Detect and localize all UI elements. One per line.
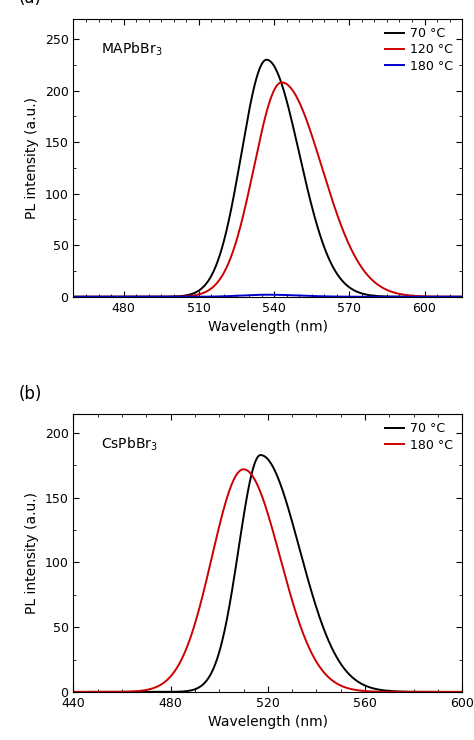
70 °C (138, 687, 144, 696)
Line: 120 °C: 120 °C (73, 82, 462, 297)
120 °C (138, 292, 144, 301)
70 °C (452, 292, 457, 301)
180 °C (219, 292, 225, 300)
180 °C (410, 687, 416, 696)
Legend: 70 °C, 120 °C, 180 °C: 70 °C, 120 °C, 180 °C (383, 24, 456, 75)
Line: 70 °C: 70 °C (73, 455, 462, 692)
70 °C (264, 56, 269, 64)
70 °C (115, 687, 121, 696)
Text: MAPbBr$_3$: MAPbBr$_3$ (100, 41, 162, 58)
70 °C (258, 451, 264, 460)
Legend: 70 °C, 180 °C: 70 °C, 180 °C (383, 420, 456, 454)
180 °C (138, 292, 144, 301)
120 °C (279, 78, 284, 87)
180 °C (71, 687, 76, 696)
Y-axis label: PL intensity (a.u.): PL intensity (a.u.) (25, 97, 39, 218)
70 °C (452, 687, 457, 696)
Line: 180 °C: 180 °C (73, 469, 462, 692)
120 °C (452, 292, 457, 301)
X-axis label: Wavelength (nm): Wavelength (nm) (208, 716, 328, 730)
70 °C (138, 292, 144, 301)
70 °C (219, 242, 225, 251)
Text: (b): (b) (19, 385, 43, 403)
120 °C (459, 292, 465, 301)
Line: 70 °C: 70 °C (73, 60, 462, 297)
180 °C (138, 686, 144, 695)
180 °C (237, 467, 242, 476)
70 °C (459, 687, 465, 696)
70 °C (237, 161, 242, 169)
180 °C (219, 509, 225, 518)
180 °C (459, 292, 465, 301)
70 °C (219, 635, 225, 644)
X-axis label: Wavelength (nm): Wavelength (nm) (208, 320, 328, 334)
180 °C (241, 465, 246, 474)
70 °C (71, 687, 76, 696)
180 °C (459, 687, 465, 696)
Line: 180 °C: 180 °C (73, 295, 462, 297)
180 °C (452, 687, 457, 696)
120 °C (115, 292, 121, 301)
180 °C (264, 290, 269, 299)
Y-axis label: PL intensity (a.u.): PL intensity (a.u.) (25, 492, 39, 613)
180 °C (71, 292, 76, 301)
70 °C (115, 292, 121, 301)
Text: (a): (a) (19, 0, 42, 7)
180 °C (237, 291, 242, 300)
70 °C (410, 687, 416, 696)
180 °C (452, 292, 457, 301)
70 °C (237, 539, 242, 548)
70 °C (410, 292, 416, 301)
120 °C (219, 271, 225, 280)
180 °C (115, 292, 121, 301)
120 °C (237, 226, 242, 235)
180 °C (410, 292, 416, 301)
Text: CsPbBr$_3$: CsPbBr$_3$ (100, 436, 157, 454)
70 °C (459, 292, 465, 301)
70 °C (71, 292, 76, 301)
180 °C (115, 687, 121, 696)
120 °C (71, 292, 76, 301)
120 °C (410, 292, 416, 300)
